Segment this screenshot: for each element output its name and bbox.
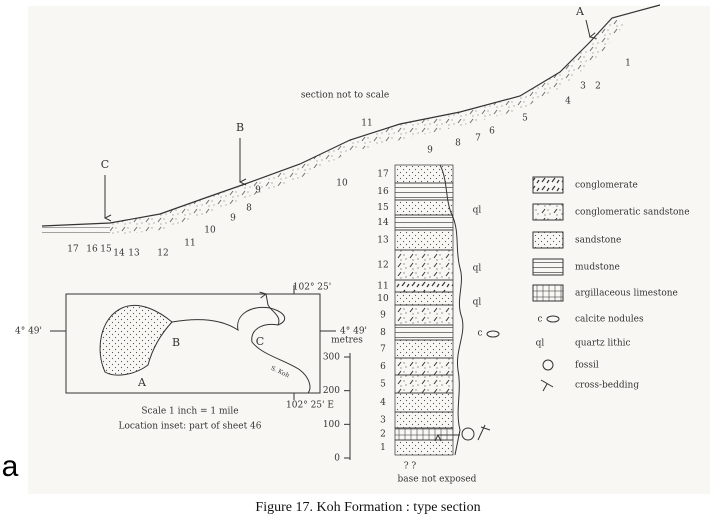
layer-number: 17 bbox=[377, 170, 389, 180]
legend-swatch bbox=[533, 285, 563, 301]
bed-number: 9 bbox=[255, 186, 261, 196]
figure: asection not to scaleABC1234567891011989… bbox=[0, 0, 713, 519]
inset-longitude: 102° 25' bbox=[293, 283, 331, 293]
inset-marker: A bbox=[137, 376, 147, 389]
legend-label: fossil bbox=[575, 361, 599, 371]
bed-number: 8 bbox=[246, 204, 252, 214]
layer-number: 7 bbox=[380, 345, 386, 355]
legend-swatch bbox=[533, 204, 563, 220]
legend-swatch bbox=[533, 177, 563, 193]
inset-scale: Scale 1 inch = 1 mile bbox=[141, 407, 238, 417]
section-note: section not to scale bbox=[301, 91, 389, 101]
column-layer bbox=[395, 165, 453, 183]
column-layer bbox=[395, 183, 453, 200]
layer-number: 2 bbox=[380, 430, 386, 440]
layer-number: 3 bbox=[380, 416, 386, 426]
layer-number: 6 bbox=[380, 362, 386, 372]
layer-number: 9 bbox=[380, 311, 386, 321]
bed-number: 16 bbox=[86, 245, 98, 255]
column-layer bbox=[395, 340, 453, 358]
column-layer bbox=[395, 325, 453, 340]
column-annotation: ql bbox=[473, 298, 482, 308]
unknown-marks: ? ? bbox=[404, 462, 417, 472]
section-marker: A bbox=[575, 5, 585, 18]
column-layer bbox=[395, 375, 453, 393]
bed-number: 7 bbox=[475, 134, 481, 144]
layer-number: 16 bbox=[377, 187, 389, 197]
legend-label: quartz lithic bbox=[575, 339, 631, 349]
legend-label: conglomerate bbox=[575, 181, 638, 191]
slide-fragment: a bbox=[2, 450, 19, 483]
section-marker: C bbox=[101, 158, 109, 171]
legend-swatch bbox=[533, 259, 563, 275]
inset-location: Location inset: part of sheet 46 bbox=[118, 422, 261, 432]
axis-label: metres bbox=[331, 336, 363, 346]
layer-number: 12 bbox=[377, 261, 388, 271]
legend-label: calcite nodules bbox=[575, 315, 644, 325]
layer-number: 4 bbox=[380, 398, 386, 408]
bed-number: 2 bbox=[595, 82, 601, 92]
bed-number: 15 bbox=[100, 245, 112, 255]
bed-number: 11 bbox=[361, 119, 372, 129]
bed-number: 14 bbox=[113, 249, 125, 259]
bed-number: 8 bbox=[455, 139, 461, 149]
bed-number: 13 bbox=[128, 249, 140, 259]
column-annotation: c bbox=[477, 329, 482, 339]
bed-number: 11 bbox=[184, 239, 195, 249]
column-layer bbox=[395, 292, 453, 305]
bed-number: 10 bbox=[336, 179, 348, 189]
column-layer bbox=[395, 200, 453, 215]
layer-number: 1 bbox=[380, 443, 386, 453]
column-layer bbox=[395, 393, 453, 412]
legend-label: argillaceous limestone bbox=[575, 289, 678, 299]
caption: Figure 17. Koh Formation : type section bbox=[255, 500, 480, 515]
column-layer bbox=[395, 428, 453, 440]
column-annotation: ql bbox=[473, 264, 482, 274]
layer-number: 13 bbox=[377, 236, 389, 246]
layer-number: 14 bbox=[377, 218, 389, 228]
column-layer bbox=[395, 412, 453, 428]
bed-number: 9 bbox=[427, 146, 433, 156]
layer-number: 10 bbox=[377, 294, 389, 304]
inset-marker: C bbox=[256, 335, 264, 348]
column-layer bbox=[395, 305, 453, 325]
column-layer bbox=[395, 215, 453, 230]
legend-symbol: c bbox=[537, 315, 542, 325]
column-layer bbox=[395, 280, 453, 292]
legend-label: cross-bedding bbox=[575, 381, 639, 391]
axis-tick-label: 0 bbox=[334, 454, 340, 464]
axis-tick-label: 200 bbox=[323, 386, 340, 396]
column-layer bbox=[395, 230, 453, 250]
axis-tick-label: 300 bbox=[323, 353, 340, 363]
legend-label: conglomeratic sandstone bbox=[575, 208, 690, 218]
section-marker: B bbox=[236, 121, 244, 134]
legend-label: sandstone bbox=[575, 236, 621, 246]
bed-number: 17 bbox=[67, 245, 79, 255]
inset-marker: B bbox=[172, 336, 180, 349]
axis-tick-label: 100 bbox=[323, 420, 340, 430]
bed-number: 12 bbox=[157, 249, 168, 259]
layer-number: 15 bbox=[377, 203, 389, 213]
bed-number: 6 bbox=[489, 127, 495, 137]
layer-number: 8 bbox=[380, 328, 386, 338]
inset-latitude: 4° 49' bbox=[15, 327, 42, 337]
legend-symbol: ql bbox=[536, 339, 545, 349]
column-layer bbox=[395, 250, 453, 280]
bed-number: 9 bbox=[230, 214, 236, 224]
layer-number: 11 bbox=[377, 282, 388, 292]
legend-swatch bbox=[533, 232, 563, 248]
page: { "slide_fragment": "a", "section": { "n… bbox=[0, 0, 713, 519]
legend-label: mudstone bbox=[575, 263, 620, 273]
column-annotation: ql bbox=[473, 206, 482, 216]
bed-number: 3 bbox=[580, 82, 586, 92]
bed-number: 5 bbox=[522, 114, 528, 124]
column-layer bbox=[395, 358, 453, 375]
column-layer bbox=[395, 440, 453, 455]
base-note: base not exposed bbox=[398, 475, 477, 485]
bed-number: 10 bbox=[204, 226, 216, 236]
bed-number: 4 bbox=[565, 97, 571, 107]
inset-longitude: 102° 25' E bbox=[286, 401, 334, 411]
bed-number: 1 bbox=[625, 59, 631, 69]
layer-number: 5 bbox=[380, 380, 386, 390]
